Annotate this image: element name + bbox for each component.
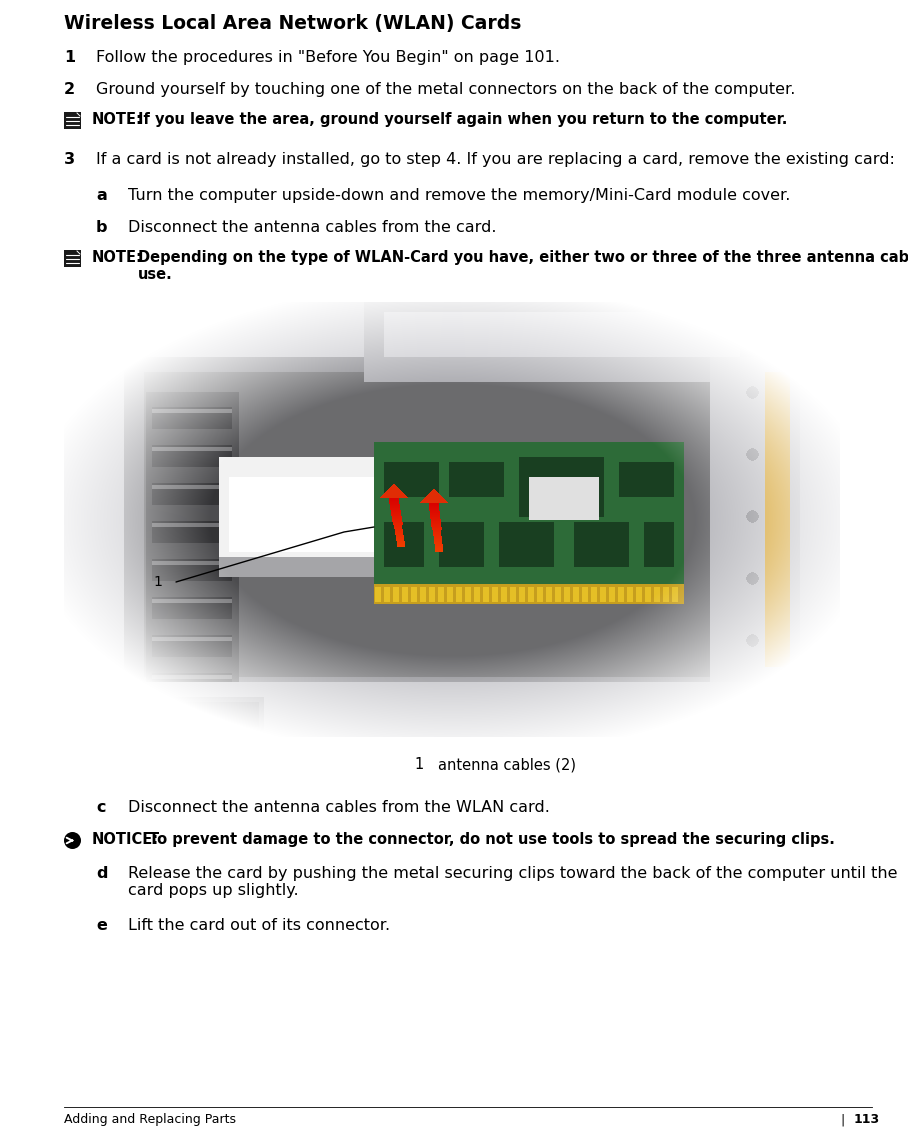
Text: Wireless Local Area Network (WLAN) Cards: Wireless Local Area Network (WLAN) Cards [64, 14, 521, 33]
Text: If a card is not already installed, go to step 4. If you are replacing a card, r: If a card is not already installed, go t… [96, 152, 895, 167]
Text: d: d [96, 866, 107, 881]
Text: Adding and Replacing Parts: Adding and Replacing Parts [64, 1113, 236, 1126]
Text: b: b [96, 219, 107, 235]
Text: 113: 113 [854, 1113, 880, 1126]
Text: Release the card by pushing the metal securing clips toward the back of the comp: Release the card by pushing the metal se… [128, 866, 897, 898]
Bar [64, 112, 81, 129]
Text: NOTE:: NOTE: [92, 250, 143, 265]
Text: 1: 1 [415, 757, 424, 772]
Text: |: | [840, 1113, 844, 1126]
Text: To prevent damage to the connector, do not use tools to spread the securing clip: To prevent damage to the connector, do n… [149, 832, 834, 847]
Text: a: a [96, 187, 107, 203]
Text: NOTICE:: NOTICE: [92, 832, 159, 847]
Text: Turn the computer upside-down and remove the memory/Mini-Card module cover.: Turn the computer upside-down and remove… [128, 187, 790, 203]
Circle shape [64, 832, 81, 849]
Text: NOTE:: NOTE: [92, 112, 143, 127]
Text: Follow the procedures in "Before You Begin" on page 101.: Follow the procedures in "Before You Beg… [96, 50, 560, 65]
Text: If you leave the area, ground yourself again when you return to the computer.: If you leave the area, ground yourself a… [138, 112, 787, 127]
Text: 1: 1 [153, 575, 162, 589]
Text: c: c [96, 800, 105, 815]
Text: Disconnect the antenna cables from the WLAN card.: Disconnect the antenna cables from the W… [128, 800, 550, 815]
Text: 3: 3 [64, 152, 75, 167]
Text: Disconnect the antenna cables from the card.: Disconnect the antenna cables from the c… [128, 219, 497, 235]
Text: Lift the card out of its connector.: Lift the card out of its connector. [128, 918, 390, 933]
Text: Ground yourself by touching one of the metal connectors on the back of the compu: Ground yourself by touching one of the m… [96, 82, 795, 97]
Bar [64, 250, 81, 267]
Text: 2: 2 [64, 82, 75, 97]
Text: antenna cables (2): antenna cables (2) [438, 757, 576, 772]
Text: 1: 1 [64, 50, 75, 65]
Text: e: e [96, 918, 107, 933]
Text: Depending on the type of WLAN-Card you have, either two or three of the three an: Depending on the type of WLAN-Card you h… [138, 250, 908, 282]
